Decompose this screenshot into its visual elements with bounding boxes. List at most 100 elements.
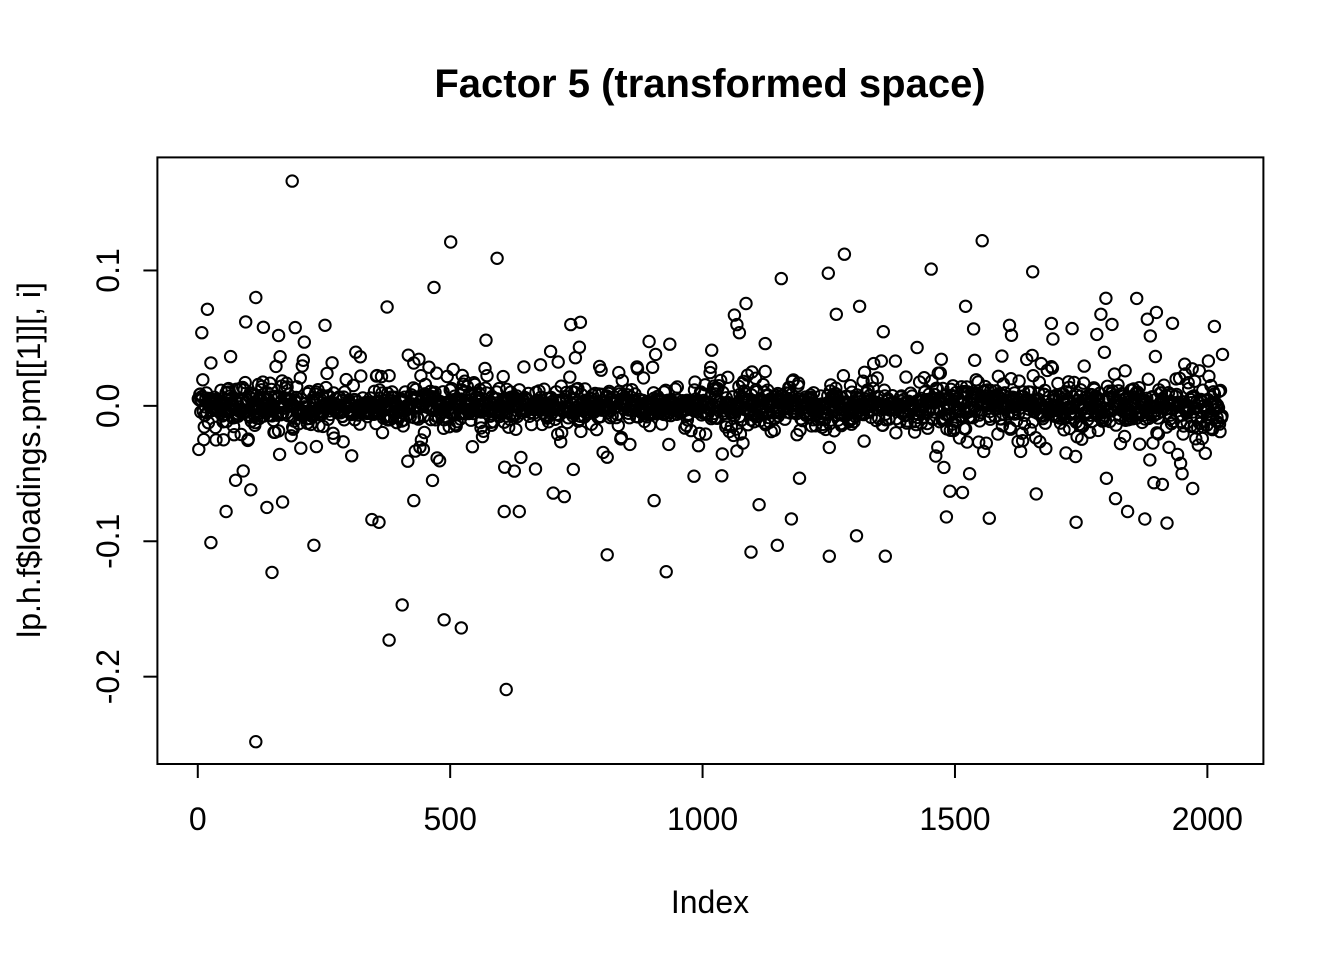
data-point: [917, 371, 931, 385]
data-point: [611, 418, 625, 433]
data-point: [353, 417, 367, 431]
data-point: [676, 397, 690, 411]
data-point: [372, 515, 386, 529]
data-point: [659, 565, 673, 579]
data-point: [982, 511, 996, 525]
data-point: [612, 365, 626, 380]
data-point: [1099, 291, 1113, 305]
data-point: [555, 425, 569, 440]
data-points: [191, 174, 1230, 749]
data-point: [1069, 515, 1083, 529]
data-point: [829, 307, 843, 321]
data-point: [380, 300, 394, 314]
data-point: [256, 375, 270, 389]
data-point: [1026, 265, 1040, 279]
data-point: [465, 440, 480, 454]
data-point: [1143, 329, 1158, 343]
data-point: [744, 545, 758, 559]
data-point: [870, 371, 884, 385]
data-point: [219, 504, 233, 519]
data-point: [736, 436, 750, 450]
x-tick-label: 0: [189, 801, 207, 837]
data-point: [1068, 449, 1083, 464]
data-point: [934, 352, 948, 366]
data-point: [375, 425, 390, 440]
data-point: [933, 366, 947, 380]
data-point: [295, 359, 309, 373]
data-point: [939, 510, 954, 524]
data-point: [849, 529, 864, 543]
data-point: [294, 441, 308, 455]
data-point: [899, 370, 913, 384]
data-point: [499, 682, 513, 697]
data-point: [197, 432, 211, 447]
y-tick-label: -0.1: [90, 514, 126, 569]
data-point: [430, 451, 444, 465]
data-point: [1120, 504, 1135, 519]
data-point: [836, 369, 851, 383]
data-point: [512, 504, 526, 519]
data-point: [440, 369, 454, 384]
data-point: [285, 174, 299, 188]
data-point: [1138, 512, 1152, 526]
data-point: [271, 328, 286, 343]
data-point: [318, 318, 332, 332]
data-point: [260, 500, 274, 515]
data-point: [730, 444, 744, 458]
data-point: [1132, 381, 1146, 395]
data-point: [517, 360, 531, 374]
data-point: [1207, 319, 1222, 334]
data-point: [1015, 434, 1030, 448]
data-point: [792, 471, 807, 485]
data-point: [962, 467, 977, 481]
data-point: [265, 565, 279, 580]
x-tick-label: 2000: [1172, 801, 1243, 837]
data-point: [412, 352, 426, 366]
data-point: [968, 353, 982, 367]
data-point: [806, 386, 821, 400]
data-point: [1148, 349, 1163, 364]
data-point: [1075, 432, 1089, 446]
data-point: [1038, 383, 1052, 398]
data-point: [975, 234, 989, 248]
data-point: [1192, 364, 1207, 378]
data-point: [325, 356, 339, 370]
x-tick-label: 1000: [667, 801, 738, 837]
data-point: [752, 498, 766, 512]
data-point: [557, 489, 571, 504]
data-point: [239, 315, 253, 329]
data-point: [647, 493, 661, 508]
data-point: [275, 495, 290, 509]
data-point: [648, 347, 663, 362]
data-point: [223, 349, 238, 364]
data-point: [943, 484, 957, 498]
data-point: [1175, 467, 1189, 481]
data-point: [937, 460, 951, 475]
data-point: [1003, 422, 1018, 436]
data-point: [704, 360, 718, 374]
data-point: [1141, 372, 1156, 386]
data-point: [492, 381, 506, 396]
data-point: [354, 369, 368, 383]
data-point: [227, 428, 241, 442]
data-point: [732, 326, 747, 340]
data-point: [715, 469, 729, 483]
data-point: [473, 382, 487, 397]
data-point: [600, 450, 614, 464]
data-point: [1160, 516, 1174, 530]
data-point: [454, 621, 468, 635]
data-point: [620, 383, 635, 397]
x-tick-label: 1500: [919, 801, 990, 837]
data-point: [446, 362, 460, 377]
data-point: [734, 413, 749, 427]
data-point: [382, 633, 396, 647]
data-point: [320, 366, 334, 381]
data-point: [249, 735, 263, 749]
data-point: [733, 427, 748, 441]
data-point: [309, 439, 324, 454]
data-point: [502, 420, 516, 434]
data-point: [336, 435, 350, 449]
data-point: [514, 450, 528, 465]
data-point: [475, 429, 490, 444]
